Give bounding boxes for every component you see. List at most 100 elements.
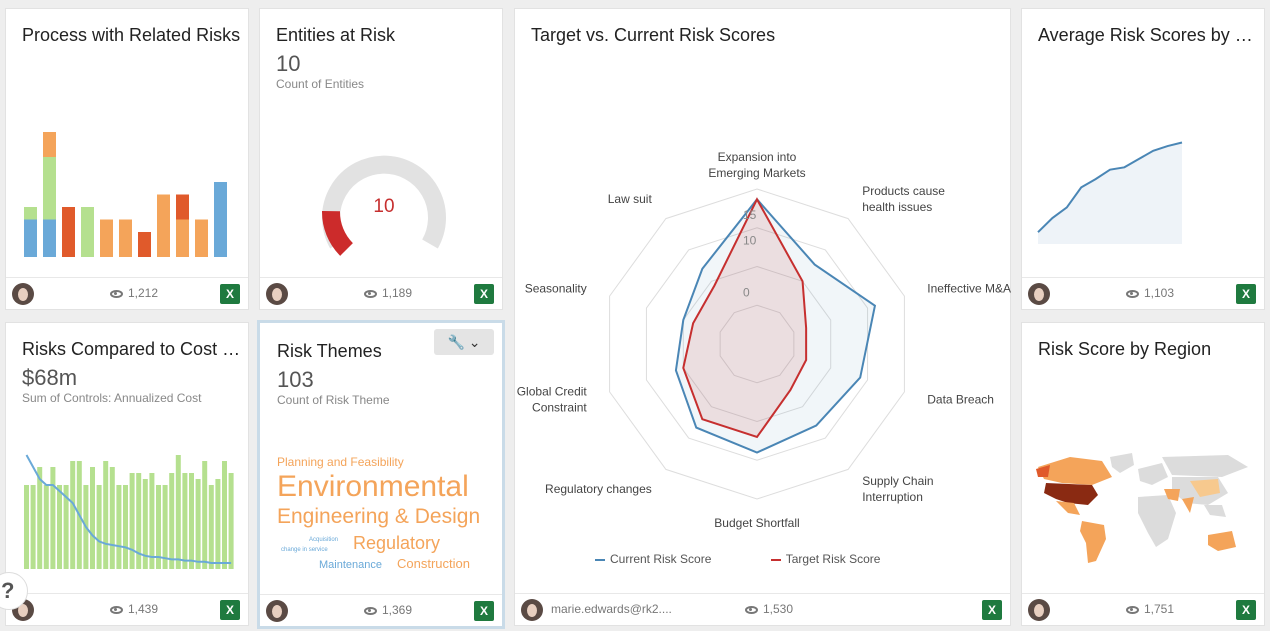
card-risk-themes[interactable]: Risk Themes 🔧 ⌄ 103 Count of Risk Theme … bbox=[257, 320, 505, 629]
bar-segment[interactable] bbox=[138, 232, 151, 257]
cost-bar[interactable] bbox=[222, 461, 227, 569]
cost-bar[interactable] bbox=[149, 473, 155, 569]
cost-bar[interactable] bbox=[37, 467, 43, 569]
bar-segment[interactable] bbox=[24, 219, 37, 258]
radar-axis-label: Interruption bbox=[862, 490, 923, 504]
cost-bar[interactable] bbox=[182, 473, 188, 569]
series-target[interactable] bbox=[682, 197, 808, 439]
card-title: Risks Compared to Cost o... bbox=[22, 339, 242, 359]
legend-current-swatch bbox=[595, 558, 605, 561]
wrench-icon: 🔧 bbox=[447, 334, 465, 350]
cost-bar[interactable] bbox=[24, 485, 29, 569]
cost-bar[interactable] bbox=[169, 473, 175, 569]
view-count: 1,212 bbox=[110, 286, 158, 300]
card-target-vs-current[interactable]: Target vs. Current Risk Scores 15 10 0 Expa… bbox=[514, 8, 1011, 626]
word-engineering[interactable]: Engineering & Design bbox=[277, 505, 481, 528]
cost-bar[interactable] bbox=[215, 479, 221, 569]
card-risk-score-by-region[interactable]: Risk Score by Region 1,751 X bbox=[1021, 322, 1265, 626]
word-maintenance[interactable]: Maintenance bbox=[319, 559, 382, 571]
cost-bar[interactable] bbox=[156, 485, 161, 569]
bar-segment[interactable] bbox=[43, 132, 56, 157]
cost-line[interactable] bbox=[25, 454, 232, 564]
cost-bar[interactable] bbox=[109, 467, 115, 569]
excel-icon[interactable]: X bbox=[220, 284, 240, 304]
cost-bar[interactable] bbox=[162, 485, 168, 569]
bar-segment[interactable] bbox=[43, 219, 56, 258]
radar-axis-label: Global Credit bbox=[517, 384, 588, 398]
cost-bar[interactable] bbox=[90, 467, 95, 569]
card-process-risks[interactable]: Process with Related Risks 1,212 X bbox=[5, 8, 249, 310]
cost-bar[interactable] bbox=[175, 455, 181, 569]
legend-target-swatch bbox=[770, 558, 781, 561]
radar-grid bbox=[682, 265, 832, 423]
bar-segment[interactable] bbox=[157, 194, 170, 258]
cost-bar[interactable] bbox=[208, 485, 214, 569]
cost-bar[interactable] bbox=[142, 479, 148, 569]
excel-icon[interactable]: X bbox=[1236, 284, 1256, 304]
word-acquisition[interactable]: Acquisition bbox=[309, 537, 339, 543]
avatar[interactable] bbox=[1028, 283, 1050, 305]
bar-segment[interactable] bbox=[81, 207, 94, 257]
cost-bar[interactable] bbox=[70, 461, 76, 569]
cost-bar[interactable] bbox=[30, 485, 36, 569]
cost-bar[interactable] bbox=[57, 485, 62, 569]
card-title: Process with Related Risks bbox=[22, 25, 241, 45]
card-average-risk-scores[interactable]: Average Risk Scores by Pr... 1,103 X bbox=[1021, 8, 1265, 310]
bar-segment[interactable] bbox=[176, 194, 189, 220]
excel-icon[interactable]: X bbox=[474, 284, 494, 304]
cost-bar[interactable] bbox=[103, 461, 109, 569]
avatar[interactable] bbox=[521, 599, 543, 621]
card-footer: 1,212 X bbox=[6, 277, 248, 309]
avatar[interactable] bbox=[1028, 599, 1050, 621]
card-footer: 1,369 X bbox=[260, 594, 502, 626]
bar-segment[interactable] bbox=[176, 219, 189, 258]
cost-bar[interactable] bbox=[63, 485, 69, 569]
avatar[interactable] bbox=[266, 283, 288, 305]
map-russia bbox=[1162, 455, 1248, 477]
cost-bar[interactable] bbox=[123, 485, 128, 569]
map-se-asia bbox=[1204, 505, 1226, 517]
card-footer: 1,439 X bbox=[6, 593, 248, 625]
bar-segment[interactable] bbox=[195, 219, 208, 258]
legend-current[interactable]: Current Risk Score bbox=[610, 552, 712, 566]
eye-icon bbox=[1126, 605, 1139, 614]
word-regulatory[interactable]: Regulatory bbox=[353, 533, 441, 553]
bar-segment[interactable] bbox=[43, 157, 56, 220]
bar-segment[interactable] bbox=[100, 219, 113, 258]
cost-bar[interactable] bbox=[202, 461, 208, 569]
bar-segment[interactable] bbox=[62, 207, 75, 257]
map-australia bbox=[1208, 531, 1236, 551]
excel-icon[interactable]: X bbox=[220, 600, 240, 620]
bar-segment[interactable] bbox=[214, 182, 227, 257]
card-risks-compared-to-cost[interactable]: Risks Compared to Cost o... $68m Sum of … bbox=[5, 322, 249, 626]
word-construction[interactable]: Construction bbox=[397, 556, 470, 571]
legend-target[interactable]: Target Risk Score bbox=[785, 552, 881, 566]
radar-axis-label: Products cause bbox=[862, 184, 945, 198]
settings-dropdown-button[interactable]: 🔧 ⌄ bbox=[434, 329, 494, 355]
series-line[interactable] bbox=[1037, 141, 1183, 233]
avatar[interactable] bbox=[266, 600, 288, 622]
cost-bar[interactable] bbox=[50, 467, 56, 569]
word-planning[interactable]: Planning and Feasibility bbox=[277, 455, 404, 469]
excel-icon[interactable]: X bbox=[1236, 600, 1256, 620]
cost-bar[interactable] bbox=[96, 485, 102, 569]
view-count: 1,103 bbox=[1126, 286, 1174, 300]
excel-icon[interactable]: X bbox=[982, 600, 1002, 620]
cost-bar[interactable] bbox=[116, 485, 122, 569]
card-entities-at-risk[interactable]: Entities at Risk 10 Count of Entities 10… bbox=[259, 8, 503, 310]
bar-segment[interactable] bbox=[24, 207, 37, 220]
word-environmental[interactable]: Environmental bbox=[277, 470, 469, 503]
excel-icon[interactable]: X bbox=[474, 601, 494, 621]
cost-bar[interactable] bbox=[136, 473, 142, 569]
bar-segment[interactable] bbox=[119, 219, 132, 258]
cost-bar[interactable] bbox=[43, 485, 49, 569]
radar-tick: 10 bbox=[743, 234, 757, 248]
cost-bar[interactable] bbox=[228, 473, 234, 569]
owner-email[interactable]: marie.edwards@rk2.... bbox=[551, 602, 672, 616]
cost-bar[interactable] bbox=[195, 479, 201, 569]
view-count: 1,189 bbox=[364, 286, 412, 300]
cost-bar[interactable] bbox=[129, 473, 135, 569]
word-change-in-service[interactable]: change in service bbox=[281, 547, 328, 553]
cost-bar[interactable] bbox=[189, 473, 194, 569]
avatar[interactable] bbox=[12, 283, 34, 305]
